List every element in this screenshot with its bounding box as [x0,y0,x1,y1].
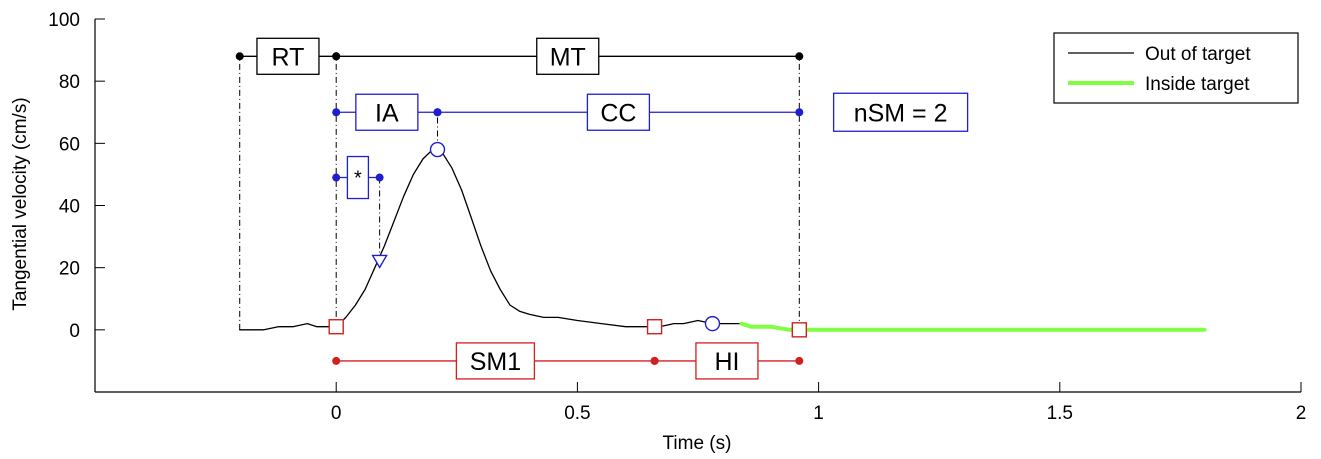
x-axis-label: Time (s) [663,433,732,454]
phase-label: MT [550,43,586,71]
phases-layer: RT MT IA CC * SM1 HI nSM = 2 [235,37,969,380]
phase-endpoint [332,108,341,117]
y-axis-label: Tangential velocity (cm/s) [10,97,31,310]
phase-endpoint [650,356,659,365]
phase-label: IA [375,99,399,127]
y-tick-label: 80 [59,72,80,93]
phase-box [346,155,370,200]
legend-label: Out of target [1145,44,1251,65]
phase-box [455,342,536,380]
y-tick-label: 100 [48,10,80,31]
phase-label: HI [714,348,739,376]
annotation-label: nSM = 2 [854,99,948,127]
series-inside-target [739,321,1207,332]
phase-mt: MT [332,37,804,75]
phase-box [256,37,320,75]
annotation-box [832,92,969,132]
phase-label: CC [600,99,636,127]
phase-endpoint [375,173,384,182]
phase-sm1: SM1 [332,342,659,380]
phase-endpoint [795,52,804,61]
y-tick-label: 0 [69,321,80,342]
series-out-of-target [239,148,743,331]
phase-hi: HI [650,342,804,380]
y-tick-label: 20 [59,259,80,280]
phase-endpoint [235,52,244,61]
legend-label: Inside target [1145,74,1250,95]
x-tick-label: 2 [1296,403,1307,424]
series-layer [239,148,1207,332]
nsm-annotation: nSM = 2 [832,92,969,132]
square-marker [328,319,344,335]
phase-star: * [332,155,384,200]
phase-box [695,342,759,380]
legend-box [1053,32,1299,104]
phase-box [355,93,419,131]
phase-ia: IA [332,93,442,131]
circle-marker [429,141,446,158]
circle-marker [704,315,721,332]
phase-box [536,37,600,75]
x-tick-label: 0 [331,403,342,424]
phase-box [586,93,651,131]
square-marker [791,322,808,338]
phase-endpoint [332,52,341,61]
y-tick-label: 60 [59,134,80,155]
markers-layer [328,141,808,338]
triangle-marker [371,254,388,269]
phase-endpoint [795,108,804,117]
phase-label: RT [272,43,305,71]
phase-endpoint [332,356,341,365]
phase-rt: RT [235,37,341,75]
x-tick-label: 1 [813,403,824,424]
x-tick-label: 1.5 [1047,403,1073,424]
phase-cc: CC [433,93,804,131]
phase-endpoint [433,108,442,117]
guides-layer [239,56,800,330]
phase-label: SM1 [470,348,521,376]
phase-label: * [354,168,362,190]
square-marker [646,319,663,335]
x-tick-label: 0.5 [564,403,590,424]
legend: Out of target Inside target [1053,32,1299,104]
phase-endpoint [332,173,341,182]
y-tick-label: 40 [59,197,80,218]
phase-endpoint [795,356,804,365]
